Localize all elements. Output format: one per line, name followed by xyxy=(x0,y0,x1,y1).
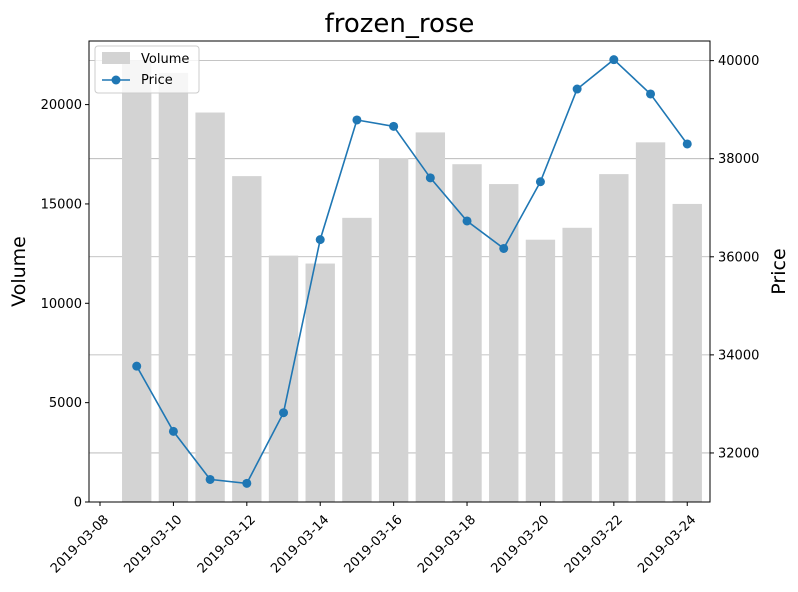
volume-bar xyxy=(525,239,556,502)
legend-volume-swatch xyxy=(102,52,130,64)
y-left-tick-label: 0 xyxy=(74,496,82,511)
volume-bar xyxy=(489,184,519,502)
price-point xyxy=(646,89,656,99)
price-point xyxy=(682,139,692,149)
y-axis-right-title: Price xyxy=(768,248,790,294)
volume-bar xyxy=(599,174,629,503)
volume-bar xyxy=(268,255,299,502)
price-point xyxy=(352,115,362,125)
price-point xyxy=(205,474,215,484)
price-point xyxy=(425,173,435,183)
y-right-tick-label: 32000 xyxy=(718,446,759,461)
volume-bar xyxy=(378,158,409,503)
y-right-tick-label: 40000 xyxy=(718,54,759,69)
volume-bar xyxy=(232,176,262,502)
y-left-tick-label: 5000 xyxy=(49,396,82,411)
chart-title: frozen_rose xyxy=(325,9,475,39)
y-right-tick-label: 36000 xyxy=(718,250,759,265)
legend-volume-label: Volume xyxy=(141,52,189,67)
volume-bar xyxy=(415,132,446,503)
price-point xyxy=(535,177,545,187)
y-axis-right: 32000 34000 36000 38000 40000 xyxy=(710,54,759,461)
volume-bar xyxy=(122,60,152,502)
volume-bar xyxy=(452,164,482,502)
volume-bar xyxy=(195,112,225,502)
y-right-tick-label: 34000 xyxy=(718,348,759,363)
y-right-tick-label: 38000 xyxy=(718,152,759,167)
volume-bar xyxy=(672,203,702,503)
volume-bars xyxy=(122,60,702,503)
plot-frame xyxy=(88,40,711,503)
price-point xyxy=(132,361,142,371)
price-line-path xyxy=(136,58,688,485)
price-point xyxy=(609,55,619,65)
price-point xyxy=(242,478,252,488)
price-point xyxy=(462,216,472,226)
price-point xyxy=(572,84,582,94)
volume-bar xyxy=(562,227,592,502)
price-point xyxy=(499,243,509,253)
price-line xyxy=(132,55,692,488)
legend-price-marker xyxy=(111,75,121,85)
y-axis-left: 0 5000 10000 15000 20000 xyxy=(41,98,89,511)
volume-bar xyxy=(158,72,189,503)
price-point xyxy=(168,426,178,436)
y-left-tick-label: 10000 xyxy=(41,297,82,312)
y-left-tick-label: 20000 xyxy=(41,98,82,113)
price-point xyxy=(315,235,325,245)
y-axis-left-title: Volume xyxy=(8,236,30,307)
y-left-tick-label: 15000 xyxy=(41,197,82,212)
legend-price-label: Price xyxy=(141,73,173,88)
volume-bar xyxy=(305,263,335,502)
price-point xyxy=(279,408,289,418)
volume-bar xyxy=(635,142,666,502)
price-point xyxy=(389,121,399,131)
legend: Volume Price xyxy=(94,45,200,94)
volume-bar xyxy=(342,217,372,503)
